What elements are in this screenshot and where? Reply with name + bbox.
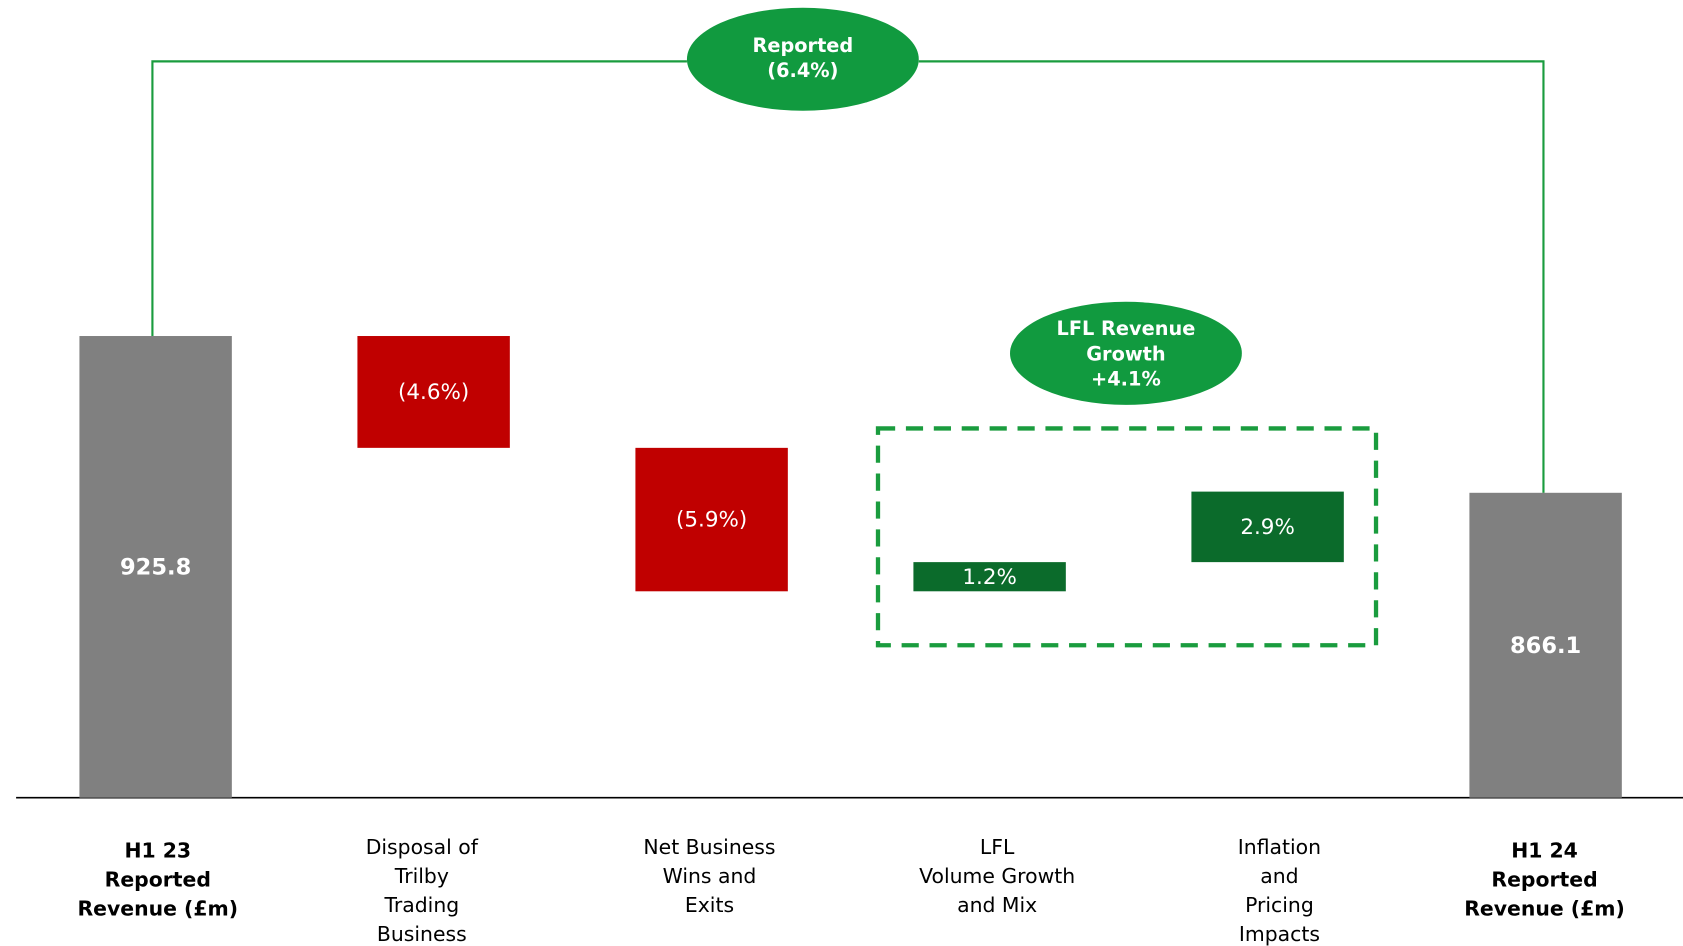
x-tick-label: Reported: [1491, 867, 1597, 891]
x-tick-label: H1 24: [1511, 838, 1578, 862]
annotation-text: (6.4%): [767, 59, 838, 82]
x-tick-label: Pricing: [1245, 893, 1314, 917]
annotation-text: Growth: [1086, 342, 1165, 365]
x-tick-label: H1 23: [124, 838, 191, 862]
x-tick-label: and: [1260, 864, 1298, 888]
annotation-bubble: [1010, 301, 1242, 405]
x-tick-label: Wins and: [663, 864, 757, 888]
value-label: 2.9%: [1240, 515, 1295, 540]
annotation-text: +4.1%: [1091, 368, 1161, 391]
x-tick-label: Net Business: [643, 835, 775, 859]
x-tick-label: Revenue (£m): [1464, 896, 1625, 920]
x-tick-label: Disposal of: [366, 835, 479, 859]
x-tick-label: Reported: [105, 867, 211, 891]
value-label: 925.8: [120, 554, 191, 580]
x-tick-label: Exits: [685, 893, 734, 917]
bar: [635, 447, 788, 592]
bar: [1469, 492, 1622, 798]
annotation-text: LFL Revenue: [1057, 317, 1196, 340]
x-tick-label: Impacts: [1239, 922, 1320, 946]
lfl-box: [875, 426, 1379, 648]
bar: [79, 336, 232, 798]
annotation-bubble: [686, 7, 919, 111]
value-label: 866.1: [1510, 633, 1581, 659]
bar: [1191, 491, 1344, 563]
x-tick-label: Revenue (£m): [77, 896, 238, 920]
value-label: 1.2%: [962, 565, 1017, 590]
bracket-right: [918, 60, 1545, 493]
bracket-left: [151, 60, 687, 337]
x-tick-label: Business: [377, 922, 467, 946]
value-label: (5.9%): [676, 508, 747, 533]
x-tick-label: LFL: [980, 835, 1015, 859]
x-tick-label: and Mix: [957, 893, 1037, 917]
x-tick-label: Trilby: [394, 864, 449, 888]
value-label: (4.6%): [398, 380, 469, 405]
bar: [913, 562, 1066, 592]
annotation-text: Reported: [752, 34, 853, 57]
x-tick-label: Trading: [383, 893, 459, 917]
bar: [357, 336, 510, 448]
x-tick-label: Inflation: [1238, 835, 1321, 859]
x-tick-label: Volume Growth: [919, 864, 1075, 888]
